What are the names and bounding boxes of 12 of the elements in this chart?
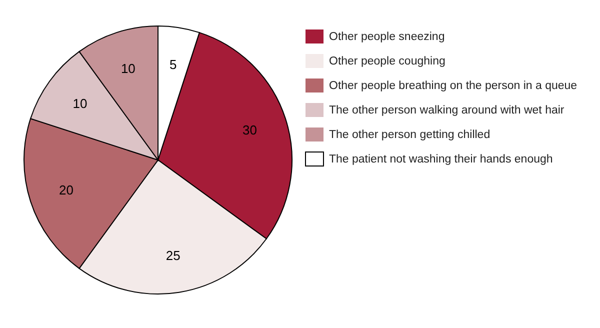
data-label: 5 <box>169 57 177 72</box>
data-label: 25 <box>166 248 180 263</box>
legend-label: Other people sneezing <box>329 31 445 43</box>
data-label: 30 <box>242 122 257 138</box>
legend-label: The patient not washing their hands enough <box>329 154 553 166</box>
legend-label: The other person walking around with wet hair <box>329 104 564 116</box>
data-label: 10 <box>72 96 88 111</box>
legend-label: Other people coughing <box>329 56 446 68</box>
data-label: 10 <box>120 60 136 76</box>
legend-label: The other person getting chilled <box>329 129 490 141</box>
legend-label: Other people breathing on the person in a queue <box>329 80 578 92</box>
data-label: 20 <box>59 182 74 198</box>
